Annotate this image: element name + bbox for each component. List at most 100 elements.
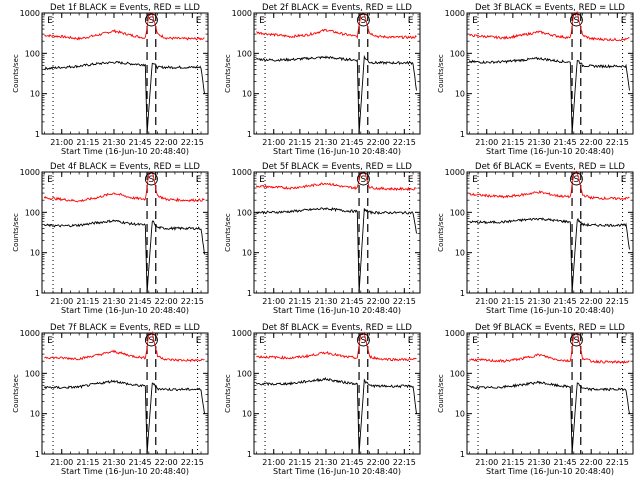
x-tick-label: 22:15 bbox=[393, 458, 416, 467]
plot-frame bbox=[466, 12, 634, 135]
x-tick-label: 21:45 bbox=[341, 458, 364, 467]
y-axis-label: Counts/sec bbox=[12, 374, 20, 413]
plot-frame bbox=[41, 332, 209, 455]
events-series-line bbox=[256, 54, 417, 135]
events-series-line bbox=[468, 56, 630, 135]
x-tick-label: 21:15 bbox=[501, 138, 524, 147]
x-tick-label: 22:15 bbox=[393, 138, 416, 147]
marker-label-e: E bbox=[259, 16, 265, 26]
x-tick-label: 21:15 bbox=[501, 458, 524, 467]
panel-4: Det 4f BLACK = Events, RED = LLD 1 10 100 10… bbox=[12, 162, 209, 315]
y-tick-label: 100 bbox=[450, 369, 465, 378]
marker-circle bbox=[356, 172, 370, 186]
marker-label-e: E bbox=[196, 336, 202, 346]
x-tick-label: 21:30 bbox=[527, 458, 550, 467]
y-tick-label: 100 bbox=[450, 208, 465, 217]
x-tick-label: 21:15 bbox=[288, 297, 311, 306]
x-tick-label: 21:30 bbox=[527, 138, 550, 147]
marker-label-e: E bbox=[621, 16, 627, 26]
marker-circle bbox=[569, 333, 583, 347]
marker-label-e: E bbox=[621, 336, 627, 346]
y-axis-label: Counts/sec bbox=[224, 213, 232, 252]
marker-label-e: E bbox=[472, 336, 478, 346]
x-tick-label: 21:45 bbox=[341, 297, 364, 306]
x-tick-label: 22:00 bbox=[155, 138, 178, 147]
marker-label-e: E bbox=[408, 175, 414, 185]
marker-circle bbox=[569, 13, 583, 27]
y-tick-label: 1000 bbox=[445, 168, 465, 177]
x-tick-label: 21:30 bbox=[314, 297, 337, 306]
x-tick-label: 22:00 bbox=[580, 297, 603, 306]
y-tick-label: 1 bbox=[247, 289, 252, 298]
panel-title: Det 6f BLACK = Events, RED = LLD bbox=[475, 162, 625, 172]
y-tick-label: 1 bbox=[460, 289, 465, 298]
y-axis-label: Counts/sec bbox=[437, 374, 445, 413]
plot-frame bbox=[41, 171, 209, 294]
y-tick-label: 10 bbox=[242, 249, 252, 258]
marker-label-s: S bbox=[149, 175, 155, 185]
events-series-line bbox=[469, 217, 630, 294]
panel-title: Det 9f BLACK = Events, RED = LLD bbox=[475, 323, 625, 333]
plot-frame bbox=[253, 332, 421, 455]
events-series-line bbox=[43, 379, 205, 455]
x-tick-label: 22:15 bbox=[181, 458, 204, 467]
y-tick-label: 100 bbox=[25, 369, 40, 378]
y-tick-label: 1 bbox=[460, 130, 465, 139]
panel-title: Det 7f BLACK = Events, RED = LLD bbox=[50, 323, 200, 333]
lld-series-line bbox=[44, 12, 205, 41]
x-tick-label: 21:00 bbox=[475, 138, 498, 147]
x-tick-label: 21:00 bbox=[262, 138, 285, 147]
y-tick-label: 1 bbox=[460, 450, 465, 459]
y-tick-label: 1000 bbox=[232, 329, 252, 338]
plot-frame bbox=[41, 12, 209, 135]
panel-title: Det 4f BLACK = Events, RED = LLD bbox=[50, 162, 200, 172]
events-series-line bbox=[256, 377, 417, 455]
y-tick-label: 10 bbox=[455, 90, 465, 99]
x-axis-label: Start Time (16-Jun-10 20:48:40) bbox=[273, 147, 401, 156]
panel-9: Det 9f BLACK = Events, RED = LLD 1 10 100 10… bbox=[437, 323, 634, 476]
marker-label-s: S bbox=[361, 16, 367, 26]
marker-label-e: E bbox=[408, 16, 414, 26]
y-tick-label: 1 bbox=[247, 450, 252, 459]
events-series-line bbox=[43, 219, 205, 294]
y-axis-label: Counts/sec bbox=[224, 374, 232, 413]
x-tick-label: 21:00 bbox=[50, 458, 73, 467]
x-tick-label: 21:30 bbox=[314, 458, 337, 467]
y-tick-label: 100 bbox=[25, 49, 40, 58]
y-axis-label: Counts/sec bbox=[437, 213, 445, 252]
marker-circle bbox=[569, 172, 583, 186]
panel-title: Det 8f BLACK = Events, RED = LLD bbox=[262, 323, 412, 333]
y-tick-label: 10 bbox=[30, 249, 40, 258]
panel-6: Det 6f BLACK = Events, RED = LLD 1 10 100 10… bbox=[437, 162, 634, 315]
panel-5: Det 5f BLACK = Events, RED = LLD 1 10 100 10… bbox=[224, 162, 421, 315]
x-tick-label: 21:45 bbox=[341, 138, 364, 147]
events-series-line bbox=[256, 207, 417, 294]
plot-frame bbox=[253, 171, 421, 294]
x-axis-label: Start Time (16-Jun-10 20:48:40) bbox=[486, 147, 614, 156]
y-tick-label: 1000 bbox=[232, 9, 252, 18]
x-tick-label: 21:15 bbox=[288, 458, 311, 467]
x-tick-label: 21:00 bbox=[262, 297, 285, 306]
x-tick-label: 21:15 bbox=[288, 138, 311, 147]
x-tick-label: 22:00 bbox=[367, 138, 390, 147]
lld-series-line bbox=[469, 11, 630, 42]
x-tick-label: 21:45 bbox=[129, 138, 152, 147]
x-tick-label: 22:00 bbox=[367, 297, 390, 306]
panel-3: Det 3f BLACK = Events, RED = LLD 1 10 100 10… bbox=[437, 3, 634, 156]
x-tick-label: 22:15 bbox=[606, 138, 629, 147]
events-series-line bbox=[469, 380, 630, 455]
lld-series-line bbox=[256, 12, 417, 40]
marker-label-e: E bbox=[472, 175, 478, 185]
x-tick-label: 22:00 bbox=[580, 458, 603, 467]
marker-label-e: E bbox=[47, 16, 53, 26]
y-tick-label: 1000 bbox=[20, 168, 40, 177]
x-tick-label: 22:00 bbox=[367, 458, 390, 467]
panel-title: Det 3f BLACK = Events, RED = LLD bbox=[475, 3, 625, 13]
y-tick-label: 1000 bbox=[445, 9, 465, 18]
y-tick-label: 1 bbox=[35, 450, 40, 459]
marker-circle bbox=[144, 333, 158, 347]
x-tick-label: 21:45 bbox=[129, 297, 152, 306]
y-axis-label: Counts/sec bbox=[224, 54, 232, 93]
x-tick-label: 21:30 bbox=[527, 297, 550, 306]
marker-label-e: E bbox=[472, 16, 478, 26]
